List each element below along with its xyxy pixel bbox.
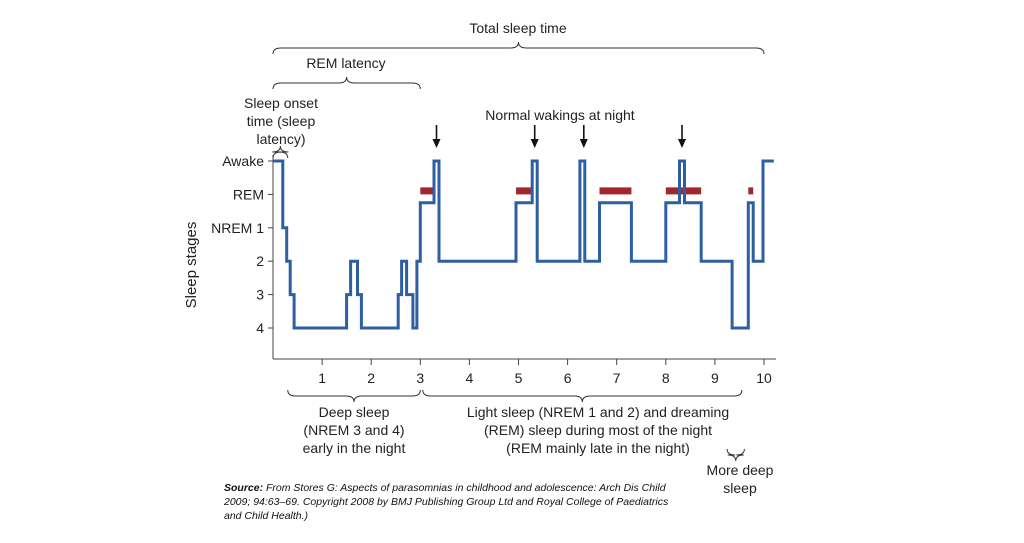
- waking-arrow-head: [530, 139, 539, 148]
- y-tick-label: 4: [256, 320, 264, 336]
- rem-bar: [748, 187, 754, 195]
- light-sleep-label-line1: Light sleep (NREM 1 and 2) and dreaming: [467, 404, 729, 420]
- deep-sleep-label-line1: Deep sleep: [319, 404, 390, 420]
- light-sleep-label-line3: (REM mainly late in the night): [506, 440, 690, 456]
- rem-latency-label: REM latency: [306, 55, 385, 71]
- sleep-onset-brace: [272, 145, 289, 159]
- hypnogram-line: [273, 159, 774, 330]
- tick-labels: Awake REM NREM 1 2 3 4 1 2 3 4 5 6 7 8 9 10: [211, 153, 772, 386]
- y-tick-label: REM: [233, 186, 264, 202]
- x-tick-label: 1: [318, 370, 326, 386]
- x-tick-label: 10: [756, 370, 772, 386]
- light-sleep-label-line2: (REM) sleep during most of the night: [484, 422, 712, 438]
- deep-sleep-label-line3: early in the night: [303, 440, 406, 456]
- sleep-onset-label-line1: Sleep onset: [244, 95, 318, 111]
- x-tick-label: 4: [466, 370, 474, 386]
- rem-bars: [420, 187, 754, 195]
- x-tick-label: 8: [662, 370, 670, 386]
- x-tick-label: 9: [711, 370, 719, 386]
- deep-sleep-brace: [287, 389, 421, 403]
- rem-bar: [516, 187, 533, 195]
- waking-arrow-head: [579, 139, 588, 148]
- light-sleep-brace: [422, 389, 743, 403]
- total-sleep-time-brace: [272, 41, 765, 55]
- sleep-onset-label-line2: time (sleep: [247, 113, 316, 129]
- more-deep-sleep-label-line1: More deep: [707, 462, 774, 478]
- source-label: Source:: [224, 482, 264, 494]
- normal-wakings-label: Normal wakings at night: [485, 107, 635, 123]
- rem-bar: [599, 187, 632, 195]
- x-tick-label: 6: [564, 370, 572, 386]
- waking-arrows: [432, 125, 687, 148]
- hypnogram: [273, 159, 774, 330]
- y-tick-label: 3: [256, 287, 264, 303]
- y-tick-label: Awake: [222, 153, 264, 169]
- sleep-onset-label-line3: latency): [256, 131, 305, 147]
- source-citation: Source: From Stores G: Aspects of paraso…: [224, 481, 674, 523]
- rem-latency-brace: [272, 76, 421, 90]
- waking-arrow-head: [432, 139, 441, 148]
- x-tick-label: 5: [515, 370, 523, 386]
- y-axis-title: Sleep stages: [183, 222, 200, 309]
- more-deep-sleep-label-line2: sleep: [723, 480, 757, 496]
- x-tick-label: 2: [367, 370, 375, 386]
- deep-sleep-label-line2: (NREM 3 and 4): [303, 422, 404, 438]
- waking-arrow-head: [678, 139, 687, 148]
- x-tick-label: 7: [613, 370, 621, 386]
- y-tick-label: NREM 1: [211, 220, 264, 236]
- x-tick-label: 3: [416, 370, 424, 386]
- braces: [272, 41, 765, 462]
- y-tick-label: 2: [256, 253, 264, 269]
- axes: [272, 155, 776, 360]
- total-sleep-time-label: Total sleep time: [469, 20, 566, 36]
- more-deep-sleep-brace: [726, 448, 745, 462]
- source-text: From Stores G: Aspects of parasomnias in…: [224, 482, 669, 522]
- rem-bar: [420, 187, 435, 195]
